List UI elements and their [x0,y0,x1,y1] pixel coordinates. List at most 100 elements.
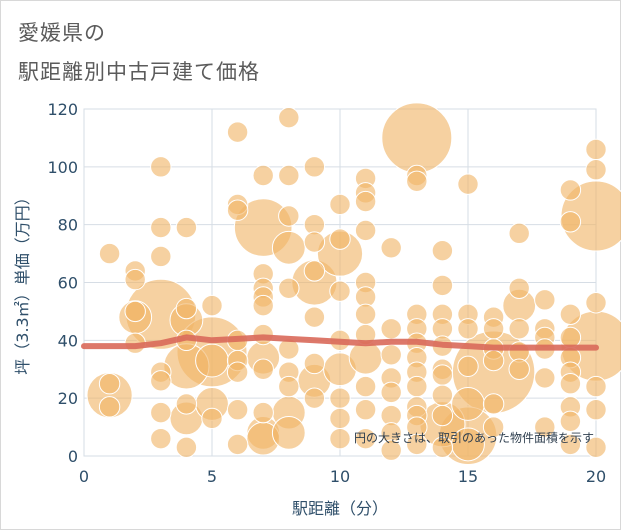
data-bubble [585,138,607,161]
data-bubble [98,242,121,265]
data-bubble [534,289,556,311]
data-bubble [252,401,274,424]
data-bubble [585,375,607,398]
data-bubble [201,294,223,317]
data-bubble [457,173,479,195]
data-bubble [271,415,306,450]
data-bubble [124,300,146,323]
data-bubble [175,393,198,415]
data-bubble [482,349,505,372]
data-bubble [201,407,223,430]
data-bubble [278,205,300,227]
x-tick-label: 20 [586,467,606,486]
data-bubble [451,387,485,421]
data-bubble [329,427,351,450]
data-bubble [329,407,351,430]
x-tick-label: 5 [207,467,217,486]
data-bubble [354,219,377,242]
y-tick-label: 40 [58,331,78,350]
data-bubble [406,433,428,456]
data-bubble [303,387,326,409]
trend [81,334,599,351]
data-bubble [329,228,351,250]
data-bubble [354,375,377,398]
data-bubble [354,427,377,450]
data-bubble [175,436,198,459]
y-axis-label: 坪（3.3㎡）単価（万円） [13,189,32,374]
data-bubble [252,358,274,380]
data-bubble [329,193,351,216]
data-bubble [406,375,428,398]
data-bubble [278,164,300,187]
y-tick-label: 60 [58,274,78,293]
data-bubble [303,352,326,375]
chart-title-line1: 愛媛県の [18,21,106,45]
data-bubble [508,277,530,299]
data-bubble [406,170,428,192]
data-bubble [354,399,377,421]
data-bubble [226,121,249,143]
data-bubble [559,179,582,201]
data-bubble [585,159,607,181]
data-bubble [124,268,146,291]
data-bubble [380,318,402,340]
chart-title-line2: 駅距離別中古戸建て価格 [18,60,260,84]
data-bubble [195,343,229,378]
data-bubble [278,106,300,129]
data-bubble [226,361,249,383]
data-bubble [278,277,300,299]
data-bubble [508,318,530,340]
y-tick-label: 100 [47,158,78,177]
data-bubble [380,439,402,461]
data-bubble [303,306,326,328]
data-bubble [381,102,453,174]
data-bubble [559,326,582,349]
ticks: 0 20 40 60 80 100 120 0 5 10 15 20 [47,100,606,486]
data-bubble [559,410,582,432]
data-bubble [534,416,556,438]
data-bubble [175,216,198,239]
data-bubble [278,375,300,398]
y-tick-label: 80 [58,216,78,235]
data-bubble [354,303,377,326]
data-bubble [150,401,172,424]
data-bubble [559,211,582,233]
x-axis-label: 駅距離（分） [292,499,388,518]
data-bubble [150,427,172,450]
data-bubble [175,297,198,320]
data-bubble [508,222,530,245]
data-bubble [98,396,121,418]
data-bubble [150,156,172,178]
data-bubble [559,433,582,456]
data-bubble [585,436,607,459]
y-tick-label: 0 [68,447,78,466]
data-bubble [380,381,402,404]
trend-line [81,334,599,351]
data-bubble [303,156,326,178]
data-bubble [98,373,121,395]
data-bubble [431,274,454,297]
data-bubble [431,436,454,459]
data-bubble [431,364,454,386]
data-bubble [559,373,582,395]
data-bubble [86,372,133,419]
data-bubble [226,399,249,421]
bubbles [86,102,621,466]
data-bubble [457,355,479,378]
data-bubble [559,303,582,326]
data-bubble [150,370,172,392]
data-bubble [252,294,274,317]
data-bubble [482,318,505,340]
data-bubble [457,318,479,340]
data-bubble [431,384,454,406]
data-bubble [354,190,377,213]
data-bubble [482,393,505,415]
data-bubble [271,230,306,265]
x-tick-label: 0 [79,467,89,486]
data-bubble [226,433,249,456]
data-bubble [150,216,172,239]
data-bubble [380,344,402,366]
data-bubble [482,416,505,438]
size-note: 円の大きさは、取引のあった物件面積を示す [354,430,594,445]
